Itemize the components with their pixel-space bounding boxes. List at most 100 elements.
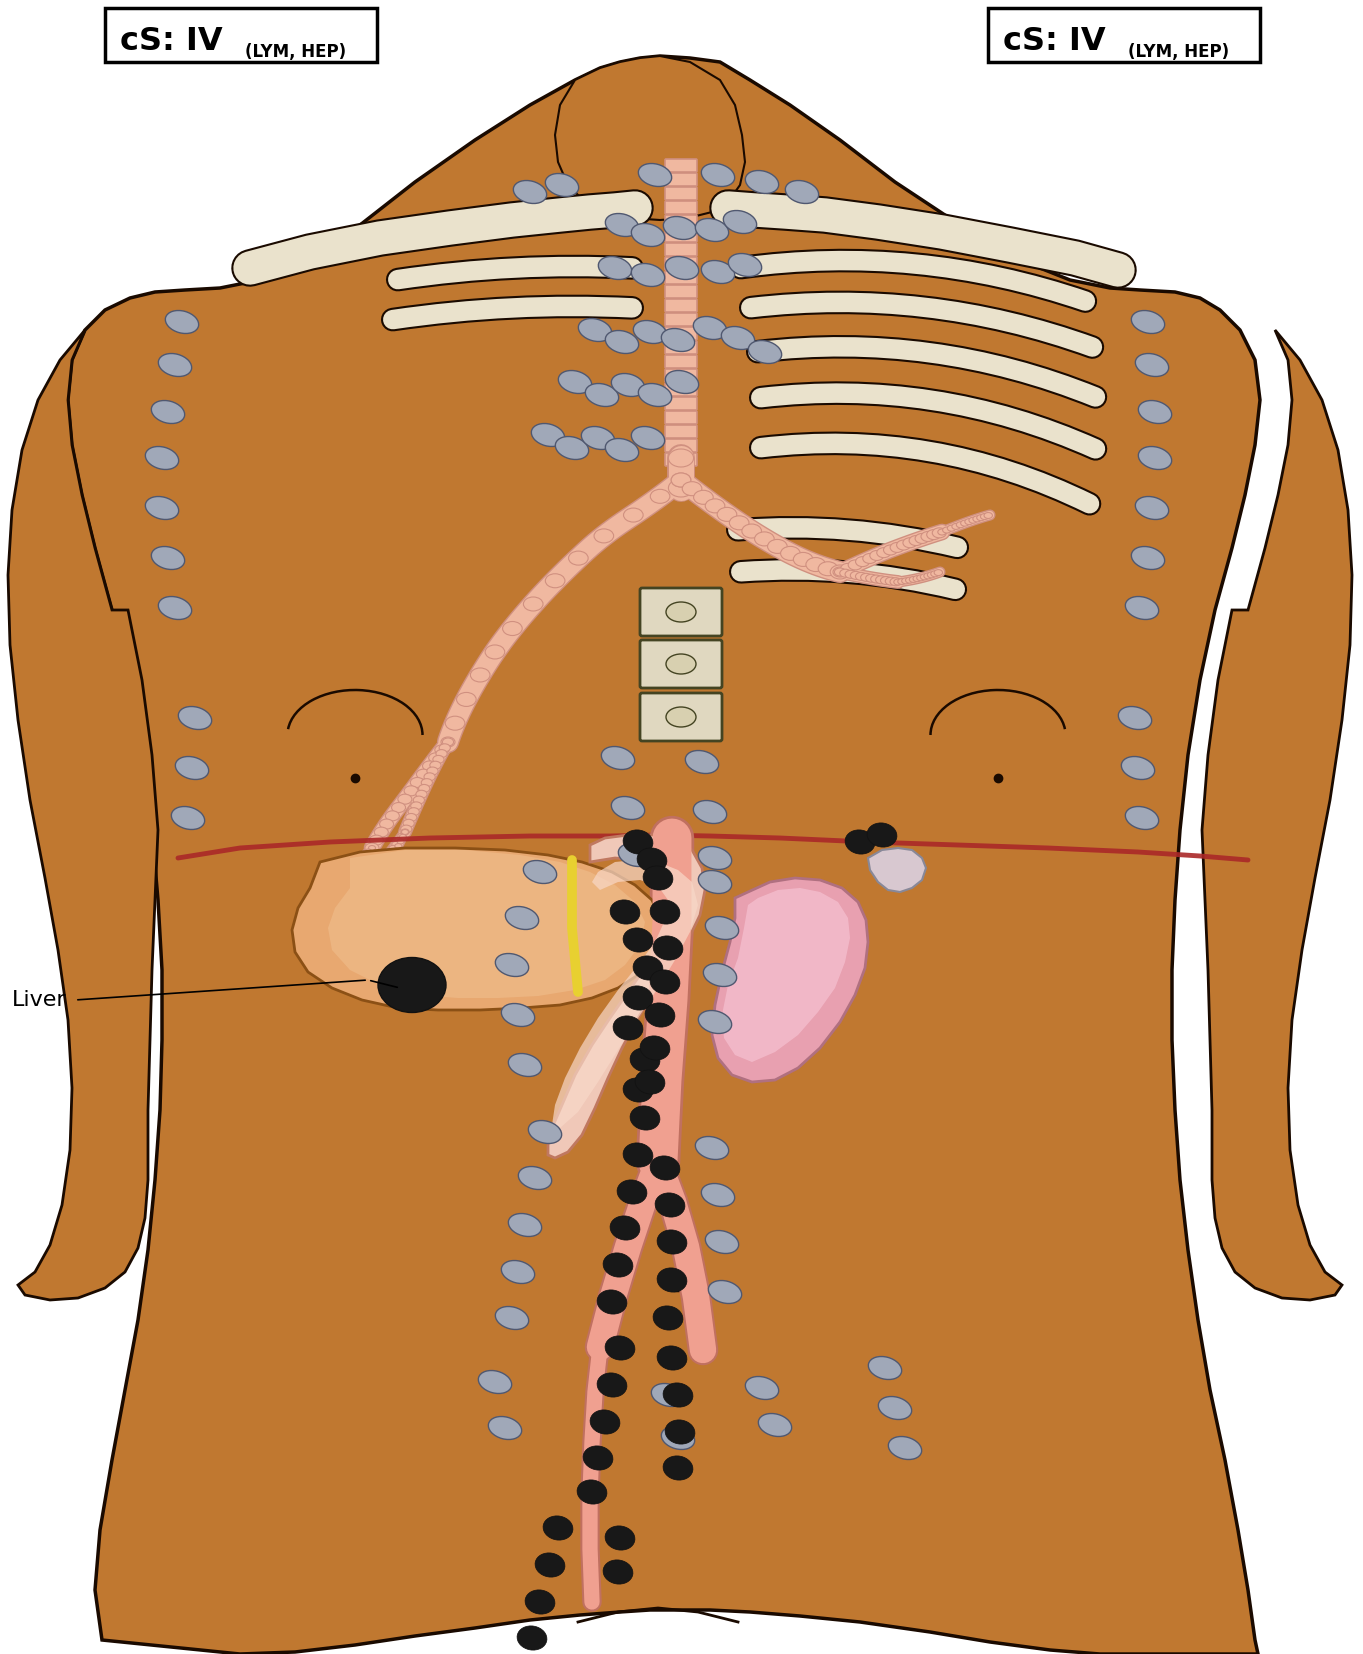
Ellipse shape	[703, 964, 736, 986]
Ellipse shape	[641, 1035, 671, 1060]
Ellipse shape	[890, 543, 904, 552]
Polygon shape	[555, 56, 746, 220]
Ellipse shape	[151, 400, 184, 423]
Ellipse shape	[657, 1231, 687, 1254]
Ellipse shape	[582, 427, 615, 450]
Ellipse shape	[698, 870, 732, 893]
Ellipse shape	[746, 1376, 778, 1399]
Ellipse shape	[602, 1252, 632, 1277]
Ellipse shape	[870, 551, 883, 561]
FancyBboxPatch shape	[665, 174, 696, 185]
Polygon shape	[552, 860, 698, 1128]
Ellipse shape	[695, 218, 729, 241]
Ellipse shape	[372, 867, 380, 873]
FancyBboxPatch shape	[665, 410, 696, 423]
Ellipse shape	[746, 170, 778, 194]
Ellipse shape	[395, 837, 403, 844]
Ellipse shape	[368, 845, 375, 850]
Ellipse shape	[386, 860, 393, 865]
Ellipse shape	[605, 1527, 635, 1550]
FancyBboxPatch shape	[665, 356, 696, 367]
Ellipse shape	[545, 174, 579, 197]
Ellipse shape	[386, 810, 399, 820]
FancyArrowPatch shape	[761, 394, 1096, 448]
Ellipse shape	[932, 528, 946, 538]
Ellipse shape	[1138, 400, 1172, 423]
Ellipse shape	[656, 1193, 686, 1217]
Ellipse shape	[532, 423, 564, 447]
Ellipse shape	[947, 526, 955, 531]
Ellipse shape	[667, 602, 696, 622]
Ellipse shape	[380, 819, 394, 829]
Ellipse shape	[429, 761, 442, 769]
Ellipse shape	[518, 1166, 552, 1189]
Ellipse shape	[977, 514, 985, 521]
Ellipse shape	[508, 1054, 541, 1077]
Ellipse shape	[631, 263, 665, 286]
Ellipse shape	[909, 536, 923, 546]
Text: cS: IV: cS: IV	[120, 26, 222, 58]
Ellipse shape	[705, 500, 725, 513]
Ellipse shape	[694, 801, 726, 824]
Ellipse shape	[398, 834, 406, 839]
Text: (LYM, HEP): (LYM, HEP)	[1129, 43, 1229, 61]
Ellipse shape	[638, 384, 672, 407]
Ellipse shape	[698, 847, 732, 870]
Ellipse shape	[383, 865, 390, 870]
Ellipse shape	[635, 1070, 665, 1093]
Ellipse shape	[612, 374, 645, 397]
Ellipse shape	[354, 860, 361, 865]
Ellipse shape	[1126, 597, 1159, 620]
Ellipse shape	[661, 329, 695, 352]
Ellipse shape	[594, 529, 613, 543]
Ellipse shape	[818, 562, 838, 576]
Ellipse shape	[376, 875, 383, 880]
Polygon shape	[292, 849, 660, 1011]
Ellipse shape	[902, 577, 910, 584]
Ellipse shape	[446, 716, 465, 729]
Ellipse shape	[470, 668, 491, 681]
Ellipse shape	[158, 354, 192, 377]
Ellipse shape	[577, 1480, 607, 1503]
Ellipse shape	[380, 868, 387, 873]
Ellipse shape	[767, 539, 788, 554]
Ellipse shape	[724, 210, 756, 233]
Ellipse shape	[650, 1156, 680, 1179]
Ellipse shape	[146, 447, 179, 470]
Ellipse shape	[785, 180, 819, 203]
FancyArrowPatch shape	[758, 347, 1096, 397]
FancyBboxPatch shape	[665, 187, 696, 200]
FancyBboxPatch shape	[641, 640, 722, 688]
Ellipse shape	[151, 546, 184, 569]
Ellipse shape	[880, 577, 891, 584]
Ellipse shape	[617, 1179, 647, 1204]
Ellipse shape	[1135, 496, 1168, 519]
Ellipse shape	[391, 842, 401, 847]
FancyArrowPatch shape	[740, 261, 1085, 301]
Ellipse shape	[943, 528, 951, 533]
Ellipse shape	[665, 370, 699, 394]
Ellipse shape	[408, 807, 420, 815]
Ellipse shape	[502, 1004, 534, 1027]
Ellipse shape	[938, 529, 946, 534]
Ellipse shape	[536, 1553, 564, 1578]
Ellipse shape	[856, 557, 870, 567]
Ellipse shape	[388, 857, 395, 862]
Ellipse shape	[418, 784, 429, 792]
Ellipse shape	[146, 496, 179, 519]
Ellipse shape	[653, 1307, 683, 1330]
Ellipse shape	[401, 825, 412, 834]
Ellipse shape	[348, 867, 354, 872]
Ellipse shape	[598, 256, 631, 280]
Ellipse shape	[657, 1346, 687, 1370]
Ellipse shape	[605, 438, 639, 461]
Ellipse shape	[402, 830, 409, 835]
Ellipse shape	[902, 538, 917, 547]
Ellipse shape	[495, 1307, 529, 1330]
Ellipse shape	[965, 519, 973, 524]
Ellipse shape	[398, 794, 412, 804]
FancyBboxPatch shape	[665, 243, 696, 256]
Ellipse shape	[653, 936, 683, 959]
Ellipse shape	[597, 1373, 627, 1398]
Ellipse shape	[845, 830, 875, 853]
